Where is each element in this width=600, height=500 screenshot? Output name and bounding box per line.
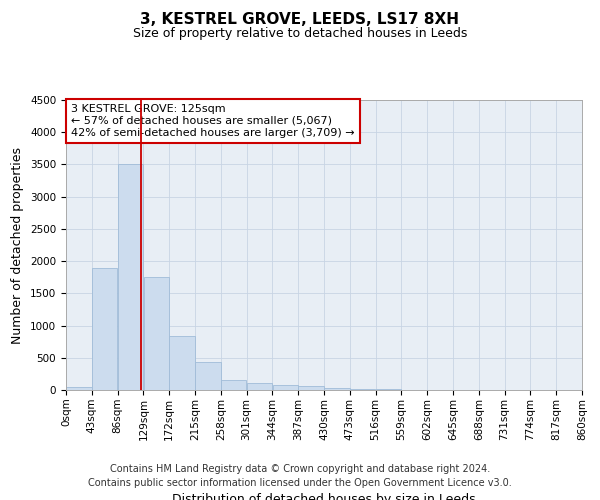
Bar xyxy=(169,336,195,390)
Text: Size of property relative to detached houses in Leeds: Size of property relative to detached ho… xyxy=(133,28,467,40)
Text: 3 KESTREL GROVE: 125sqm
← 57% of detached houses are smaller (5,067)
42% of semi: 3 KESTREL GROVE: 125sqm ← 57% of detache… xyxy=(71,104,355,138)
Bar xyxy=(324,388,350,390)
Bar xyxy=(350,388,376,390)
X-axis label: Distribution of detached houses by size in Leeds: Distribution of detached houses by size … xyxy=(172,492,476,500)
Bar xyxy=(221,380,247,390)
Bar xyxy=(118,164,143,390)
Text: 3, KESTREL GROVE, LEEDS, LS17 8XH: 3, KESTREL GROVE, LEEDS, LS17 8XH xyxy=(140,12,460,28)
Bar xyxy=(247,383,272,390)
Bar xyxy=(66,387,92,390)
Bar xyxy=(143,277,169,390)
Y-axis label: Number of detached properties: Number of detached properties xyxy=(11,146,25,344)
Bar xyxy=(195,362,221,390)
Bar xyxy=(92,268,118,390)
Bar xyxy=(272,385,298,390)
Text: Contains HM Land Registry data © Crown copyright and database right 2024.
Contai: Contains HM Land Registry data © Crown c… xyxy=(88,464,512,487)
Bar xyxy=(298,386,324,390)
